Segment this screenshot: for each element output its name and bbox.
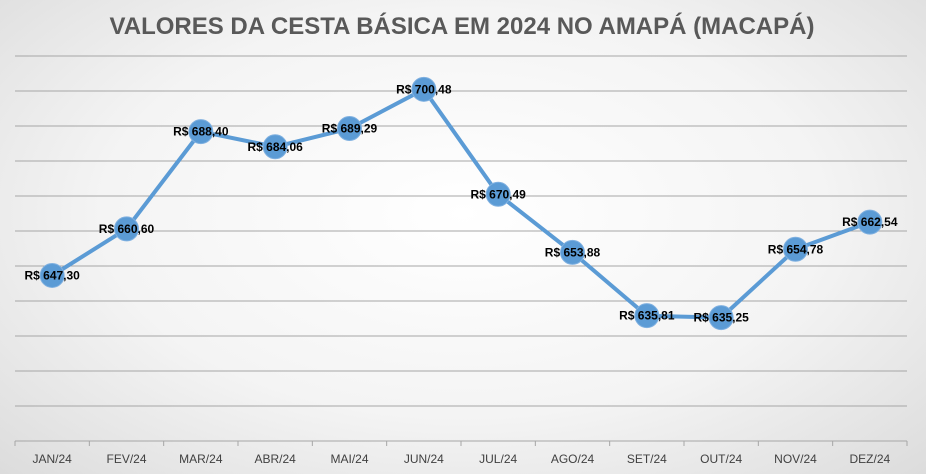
- data-point: [188, 119, 214, 145]
- x-tick-label: FEV/24: [106, 452, 146, 466]
- data-label: R$ 635,25: [693, 311, 749, 325]
- x-tick-label: MAR/24: [179, 452, 223, 466]
- data-labels: R$ 647,30 R$ 660,60 R$ 688,40 R$ 684,06 R$ 6…: [24, 82, 897, 324]
- x-tick-label: JUL/24: [479, 452, 517, 466]
- data-label: R$ 670,49: [470, 187, 526, 201]
- data-label: R$ 662,54: [842, 215, 898, 229]
- data-label: R$ 635,81: [619, 309, 675, 323]
- data-point: [39, 262, 65, 288]
- data-point: [485, 181, 511, 207]
- data-point: [262, 134, 288, 160]
- data-label: R$ 647,30: [24, 268, 80, 282]
- data-label: R$ 688,40: [173, 125, 229, 139]
- series-line: [50, 87, 872, 320]
- data-label: R$ 689,29: [322, 121, 378, 135]
- data-point: [634, 303, 660, 329]
- gridlines: [15, 55, 907, 407]
- x-tick-label: AGO/24: [551, 452, 595, 466]
- data-point: [783, 236, 808, 262]
- data-point: [560, 239, 585, 265]
- data-point: [708, 305, 734, 331]
- data-point: [857, 209, 883, 235]
- x-tick-label: MAI/24: [330, 452, 368, 466]
- data-label: R$ 700,48: [396, 82, 452, 96]
- data-label: R$ 684,06: [247, 140, 303, 154]
- x-tick-label: JUN/24: [404, 452, 444, 466]
- x-tick-label: NOV/24: [774, 452, 817, 466]
- series-line-group: [39, 76, 883, 331]
- x-tick-label: JAN/24: [32, 452, 72, 466]
- x-tick-label: SET/24: [627, 452, 667, 466]
- x-tick-label: ABR/24: [254, 452, 296, 466]
- x-axis: JAN/24 FEV/24 MAR/24 ABR/24 MAI/24 JUN/24 JUL/…: [14, 440, 908, 466]
- x-tick-label: OUT/24: [700, 452, 742, 466]
- data-point: [337, 115, 362, 141]
- data-point: [114, 216, 139, 242]
- x-tick-label: DEZ/24: [849, 452, 890, 466]
- data-label: R$ 660,60: [99, 222, 155, 236]
- data-label: R$ 653,88: [545, 245, 601, 259]
- data-label: R$ 654,78: [768, 242, 824, 256]
- chart-title: VALORES DA CESTA BÁSICA EM 2024 NO AMAPÁ…: [110, 12, 815, 40]
- data-point: [411, 76, 437, 102]
